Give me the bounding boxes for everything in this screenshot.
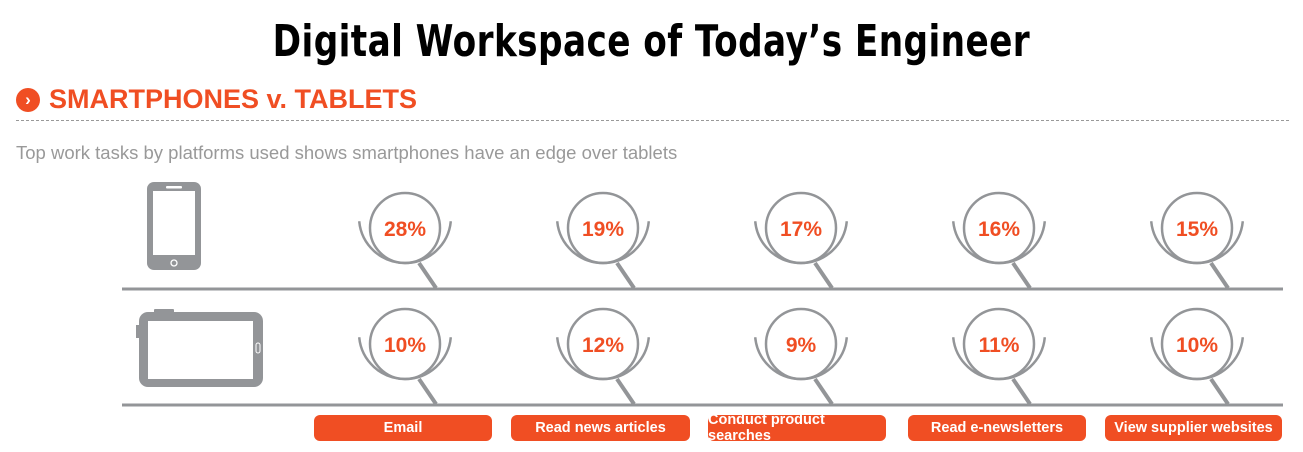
- percent-label: 12%: [582, 334, 624, 357]
- category-label-1: Read news articles: [511, 415, 690, 441]
- magnifier-smartphone-1: 19%: [555, 191, 651, 290]
- percent-label: 28%: [384, 218, 426, 241]
- section-title: SMARTPHONES v. TABLETS: [49, 84, 418, 114]
- magnifier-arc: [951, 221, 1047, 265]
- magnifier-handle: [1209, 261, 1230, 290]
- category-label-4: View supplier websites: [1105, 415, 1282, 441]
- tablet-icon: [136, 309, 263, 387]
- magnifier-handle: [615, 377, 636, 406]
- magnifier-handle: [1011, 377, 1032, 406]
- percent-label: 17%: [780, 218, 822, 241]
- magnifier-arc: [555, 337, 651, 381]
- magnifier-tablet-2: 9%: [753, 307, 849, 406]
- section-header: › SMARTPHONES v. TABLETS: [16, 84, 417, 115]
- magnifier-arc: [357, 221, 453, 265]
- magnifier-tablet-3: 11%: [951, 307, 1047, 406]
- magnifier-arc: [753, 337, 849, 381]
- percent-label: 15%: [1176, 218, 1218, 241]
- dashed-divider: [16, 120, 1289, 121]
- magnifier-smartphone-0: 28%: [357, 191, 453, 290]
- magnifier-smartphone-4: 15%: [1149, 191, 1245, 290]
- magnifier-handle: [1209, 377, 1230, 406]
- subtitle: Top work tasks by platforms used shows s…: [16, 142, 678, 163]
- magnifier-handle: [1011, 261, 1032, 290]
- magnifier-handle: [813, 377, 834, 406]
- category-label-2: Conduct product searches: [708, 412, 886, 444]
- magnifier-handle: [417, 261, 438, 290]
- magnifier-handle: [813, 261, 834, 290]
- percent-label: 10%: [384, 334, 426, 357]
- percent-label: 10%: [1176, 334, 1218, 357]
- smartphone-icon: [147, 182, 201, 270]
- percent-label: 11%: [979, 334, 1020, 357]
- magnifier-smartphone-3: 16%: [951, 191, 1047, 290]
- magnifier-handle: [417, 377, 438, 406]
- magnifier-arc: [951, 337, 1047, 381]
- category-label-3: Read e-newsletters: [908, 415, 1086, 441]
- chevron-right-icon: ›: [16, 87, 40, 112]
- magnifier-arc: [555, 221, 651, 265]
- percent-label: 19%: [582, 218, 624, 241]
- category-label-0: Email: [314, 415, 492, 441]
- magnifier-tablet-4: 10%: [1149, 307, 1245, 406]
- magnifier-tablet-1: 12%: [555, 307, 651, 406]
- magnifier-arc: [1149, 221, 1245, 265]
- magnifier-tablet-0: 10%: [357, 307, 453, 406]
- magnifier-arc: [1149, 337, 1245, 381]
- magnifier-arc: [357, 337, 453, 381]
- page-title: Digital Workspace of Today’s Engineer: [272, 16, 1031, 67]
- magnifier-smartphone-2: 17%: [753, 191, 849, 290]
- magnifier-handle: [615, 261, 636, 290]
- magnifier-arc: [753, 221, 849, 265]
- percent-label: 16%: [978, 218, 1020, 241]
- percent-label: 9%: [786, 334, 817, 357]
